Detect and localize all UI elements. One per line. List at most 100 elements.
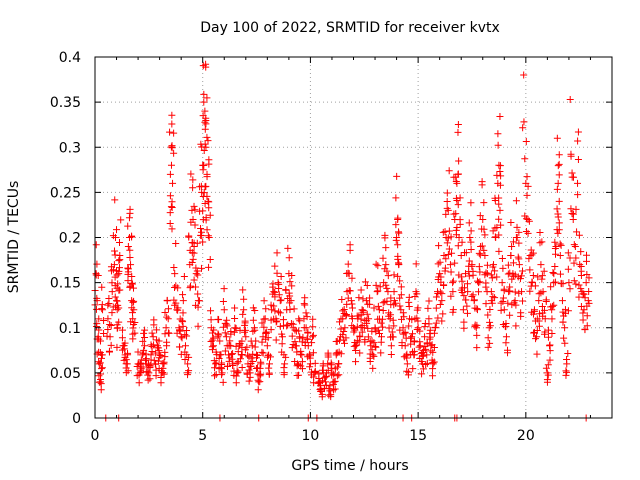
data-point <box>445 245 453 253</box>
data-point <box>396 277 404 285</box>
data-point <box>291 338 299 346</box>
data-point <box>93 260 101 268</box>
data-point <box>496 181 504 189</box>
data-point <box>126 246 134 254</box>
data-point <box>310 379 318 387</box>
data-point <box>190 276 198 284</box>
data-point <box>275 291 283 299</box>
data-point <box>466 234 474 241</box>
data-point <box>525 217 533 225</box>
data-point <box>444 206 452 214</box>
data-point <box>114 280 122 288</box>
data-point <box>496 162 504 170</box>
data-point <box>115 318 123 326</box>
data-point <box>489 227 497 235</box>
data-point <box>168 225 176 233</box>
data-point <box>107 341 115 349</box>
data-point <box>288 282 296 290</box>
data-point <box>555 219 563 227</box>
data-point <box>130 306 138 314</box>
data-point <box>197 264 205 272</box>
y-tick-label: 0.25 <box>50 185 81 201</box>
data-point <box>500 306 508 314</box>
data-point <box>550 270 558 278</box>
data-point <box>385 324 393 332</box>
data-point <box>145 369 153 377</box>
data-point <box>540 330 548 338</box>
data-point <box>169 179 177 187</box>
data-point <box>463 280 471 288</box>
data-point <box>575 231 583 239</box>
data-point <box>263 342 271 350</box>
data-point <box>521 155 529 163</box>
data-point <box>95 358 103 366</box>
data-point <box>450 210 458 218</box>
data-point <box>166 170 174 178</box>
data-point <box>538 272 546 280</box>
data-point <box>103 332 111 340</box>
data-point <box>400 313 408 321</box>
data-point <box>162 324 170 332</box>
data-point <box>281 360 289 368</box>
data-point <box>499 294 507 302</box>
data-point <box>113 226 121 234</box>
data-point <box>115 267 123 275</box>
data-point <box>257 358 265 366</box>
data-point <box>424 304 432 312</box>
data-point <box>491 294 499 302</box>
data-point <box>470 296 478 304</box>
data-point <box>390 271 398 279</box>
data-point <box>203 133 211 141</box>
data-point <box>232 342 240 350</box>
data-point <box>511 288 519 296</box>
data-point <box>468 262 476 270</box>
data-point <box>371 343 379 351</box>
data-point <box>229 362 237 370</box>
data-point <box>223 322 231 330</box>
data-point <box>178 317 186 325</box>
data-point <box>374 262 382 270</box>
data-point <box>580 306 588 314</box>
data-point <box>302 309 310 317</box>
data-point <box>493 224 501 232</box>
data-point <box>574 179 582 187</box>
data-point <box>418 370 426 378</box>
data-point <box>504 299 512 307</box>
data-point <box>540 306 548 314</box>
data-point <box>241 317 249 325</box>
data-point <box>114 301 122 309</box>
data-point <box>454 121 462 129</box>
data-point <box>483 270 491 278</box>
data-point <box>452 210 460 218</box>
data-point <box>186 284 194 292</box>
data-point <box>555 226 563 234</box>
data-point <box>422 345 430 353</box>
data-point <box>289 320 297 328</box>
data-point <box>128 279 136 287</box>
data-point <box>554 179 562 187</box>
data-point <box>345 270 353 278</box>
data-point <box>528 278 536 286</box>
data-point <box>92 241 100 249</box>
data-point <box>232 372 240 380</box>
data-point <box>154 357 162 365</box>
data-point <box>231 314 239 322</box>
data-point <box>346 246 354 254</box>
data-point <box>148 348 156 356</box>
data-point <box>392 221 400 229</box>
data-point <box>285 254 293 262</box>
data-point <box>326 382 334 390</box>
points-layer <box>91 60 593 422</box>
data-point <box>382 261 390 269</box>
data-point <box>339 315 347 323</box>
data-point <box>222 333 230 341</box>
x-tick-label: 20 <box>517 428 535 444</box>
data-point <box>453 224 461 232</box>
data-point <box>206 211 214 219</box>
data-point <box>329 380 337 388</box>
data-point <box>414 304 422 312</box>
data-point <box>397 291 405 299</box>
data-point <box>581 294 589 302</box>
data-point <box>286 278 294 286</box>
y-tick-label: 0.15 <box>50 276 81 292</box>
